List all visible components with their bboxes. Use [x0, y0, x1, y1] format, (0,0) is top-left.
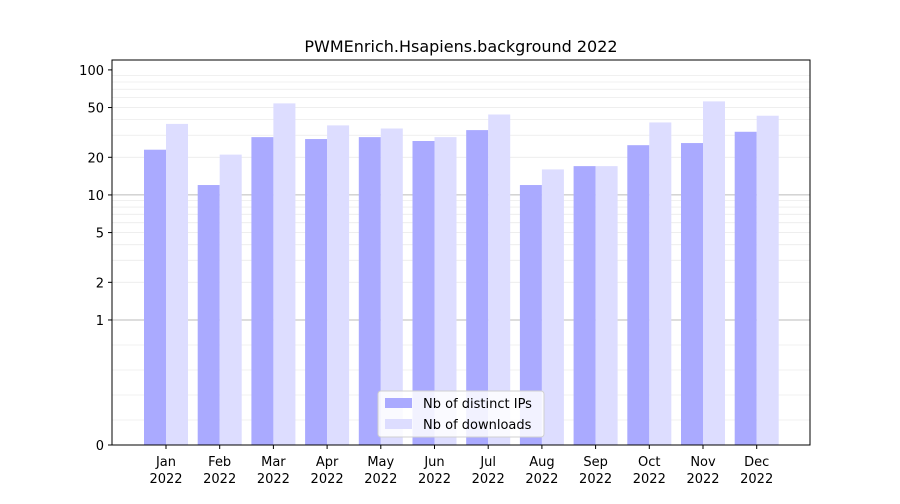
y-tick-label: 0 [96, 439, 104, 454]
x-tick-year-label: 2022 [149, 472, 182, 487]
y-tick-label: 20 [87, 151, 104, 166]
y-tick-label: 2 [96, 276, 104, 291]
legend-label: Nb of downloads [423, 418, 532, 433]
legend-swatch [385, 419, 412, 429]
legend-box [377, 390, 545, 438]
y-tick-label: 100 [79, 64, 104, 79]
x-tick-year-label: 2022 [257, 472, 290, 487]
bar [327, 125, 350, 445]
bar [305, 139, 328, 445]
bar [541, 169, 564, 445]
x-tick-year-label: 2022 [579, 472, 612, 487]
x-tick-year-label: 2022 [686, 472, 719, 487]
bar [519, 185, 542, 445]
bar [273, 103, 296, 446]
x-tick-year-label: 2022 [740, 472, 773, 487]
x-tick-label: Aug [529, 455, 554, 470]
bar [734, 131, 757, 445]
x-tick-year-label: 2022 [472, 472, 505, 487]
bar [144, 149, 166, 446]
x-tick-label: Sep [583, 455, 608, 470]
bar [358, 137, 381, 445]
bar [649, 122, 672, 445]
x-tick-label: Nov [690, 455, 716, 470]
bar [756, 115, 779, 445]
bar [412, 140, 435, 445]
y-axis-ticks: 0 1 2 5 10 20 50 100 [79, 64, 112, 454]
x-tick-year-label: 2022 [525, 472, 558, 487]
x-tick-label: Apr [316, 455, 339, 470]
x-axis-ticks: Jan 2022 Feb 2022 Mar 2022 Apr 2022 May 2022 Jun 20… [149, 445, 773, 487]
legend-label: Nb of distinct IPs [423, 397, 532, 412]
bar [627, 145, 650, 445]
bar [681, 143, 703, 445]
legend: Nb of distinct IPs Nb of downloads [377, 390, 545, 438]
bar [434, 137, 457, 445]
x-tick-label: Jan [155, 455, 176, 470]
y-tick-label: 1 [96, 314, 104, 329]
x-tick-label: Mar [261, 455, 286, 470]
bar [166, 123, 188, 445]
bar [197, 185, 220, 445]
bar [251, 137, 274, 445]
x-tick-year-label: 2022 [418, 472, 451, 487]
y-tick-label: 10 [87, 189, 104, 204]
bar [219, 154, 242, 446]
legend-swatch [385, 398, 412, 408]
x-tick-year-label: 2022 [633, 472, 666, 487]
y-tick-label: 50 [87, 102, 104, 117]
bar [595, 166, 618, 445]
bar [573, 166, 596, 445]
bar [703, 101, 725, 445]
x-tick-label: Dec [744, 455, 769, 470]
x-tick-label: Feb [208, 455, 231, 470]
x-tick-label: Jun [423, 455, 444, 470]
x-tick-year-label: 2022 [364, 472, 397, 487]
x-tick-label: May [367, 455, 394, 470]
x-tick-label: Jul [479, 455, 496, 470]
bar [488, 114, 511, 445]
bar [466, 130, 489, 445]
bar [380, 128, 403, 445]
x-tick-label: Oct [638, 455, 660, 470]
x-tick-year-label: 2022 [311, 472, 344, 487]
plot-frame [111, 59, 811, 446]
chart-title: PWMEnrich.Hsapiens.background 2022 [304, 37, 617, 56]
x-tick-year-label: 2022 [203, 472, 236, 487]
bars [144, 101, 779, 446]
y-tick-label: 5 [96, 227, 104, 242]
